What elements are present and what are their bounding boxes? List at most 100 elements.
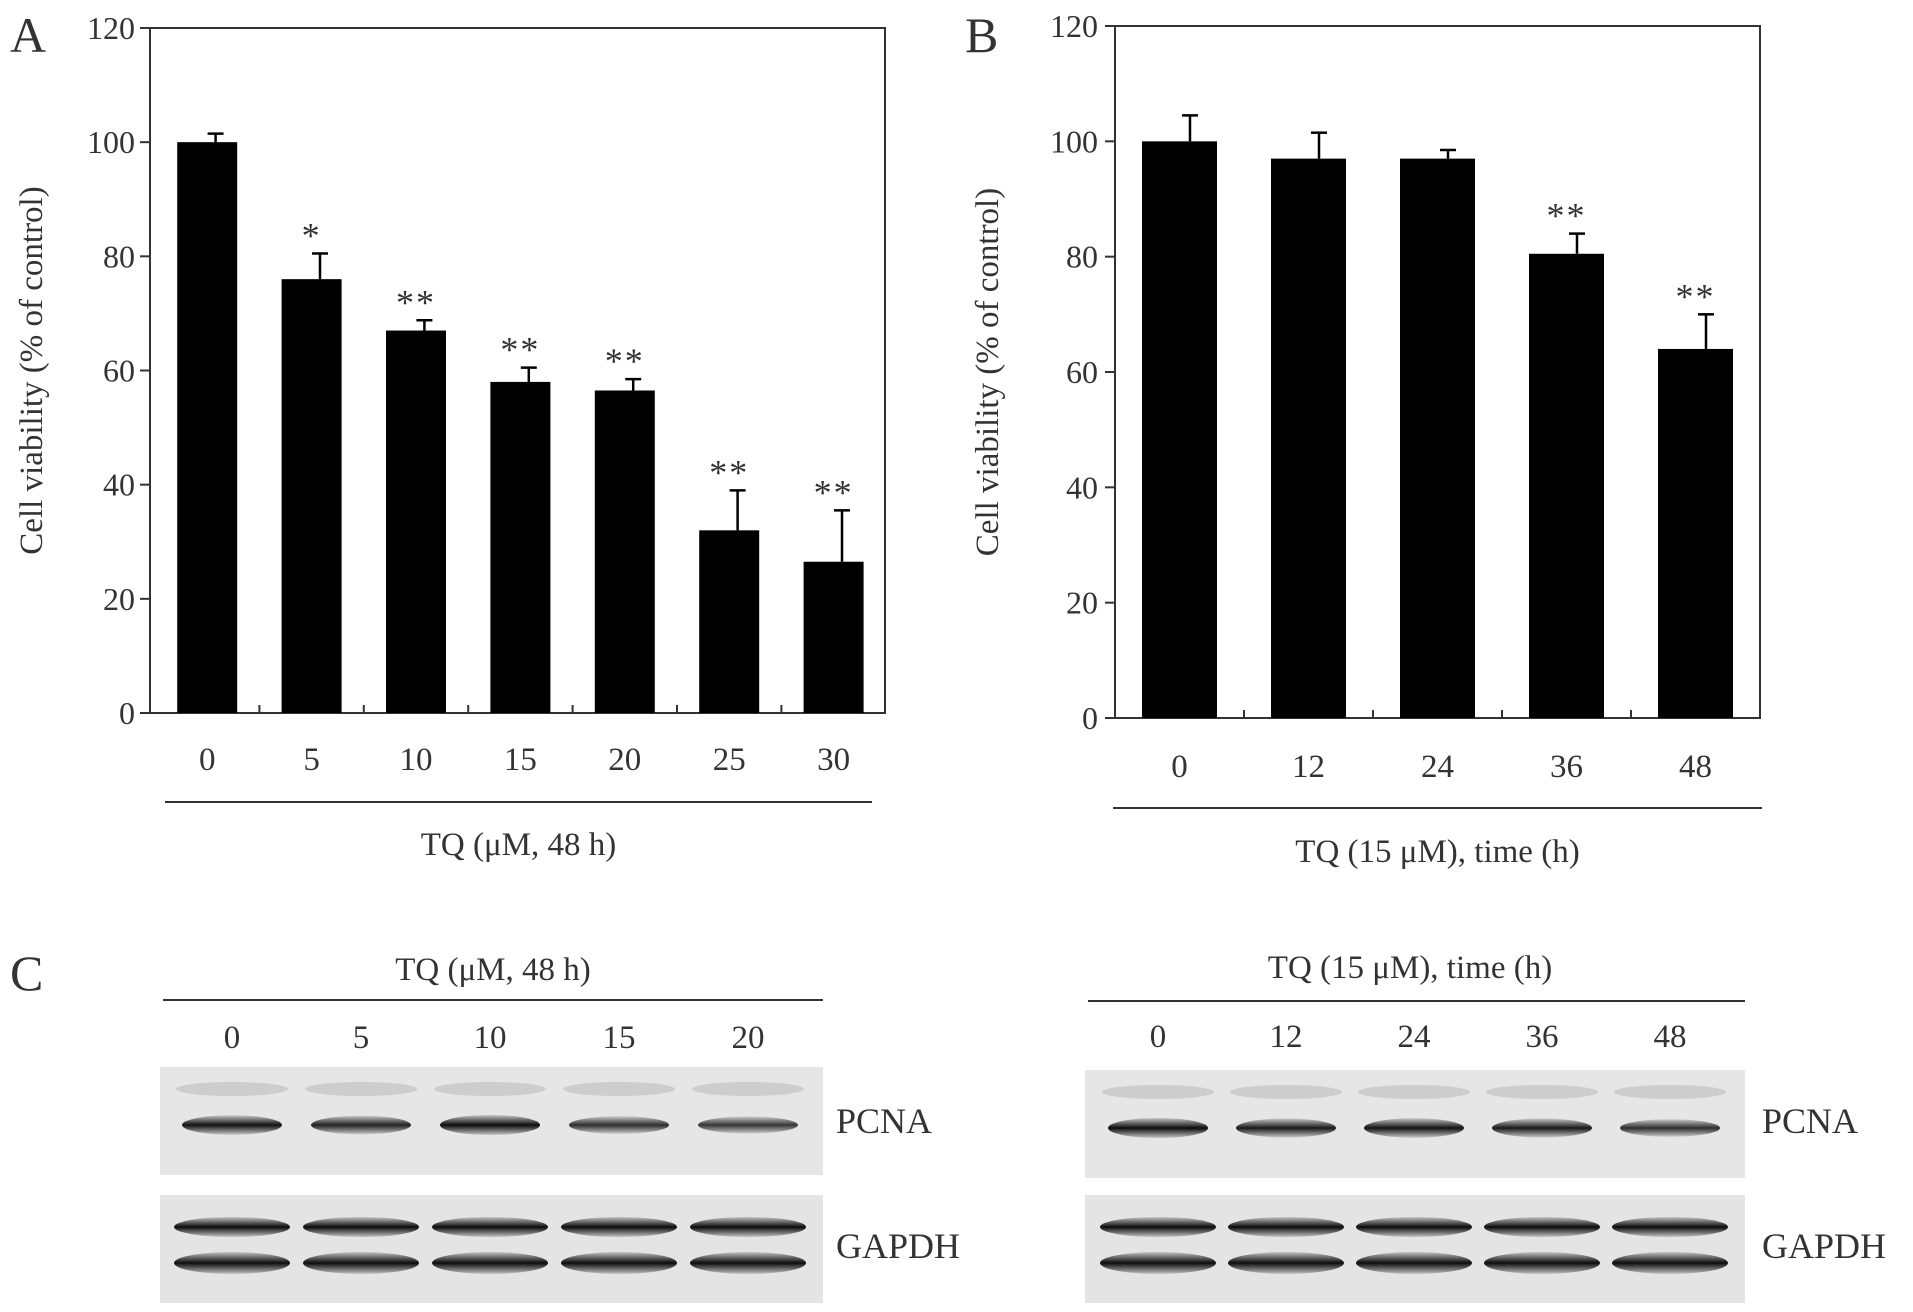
blot-right-pcna-band bbox=[1236, 1118, 1336, 1138]
chart-b-ylabel: Cell viability (% of control) bbox=[970, 188, 1006, 556]
blot-right-gapdh-band-upper bbox=[1228, 1217, 1344, 1237]
chart-a-ytick-label: 100 bbox=[87, 124, 135, 160]
chart-a-significance: ** bbox=[396, 282, 436, 322]
blot-left-gapdh-band-lower bbox=[303, 1252, 419, 1274]
chart-a-xtick-label: 0 bbox=[199, 742, 216, 778]
blot-right-gapdh-band-upper bbox=[1612, 1217, 1728, 1237]
panel-label-a: A bbox=[10, 7, 47, 63]
blot-right-gapdh-band-lower bbox=[1228, 1252, 1344, 1274]
blot-right-pcna-band bbox=[1492, 1118, 1592, 1138]
chart-b-xtick-label: 24 bbox=[1421, 749, 1454, 785]
chart-a-xtick-label: 25 bbox=[713, 742, 746, 778]
blot-left-gapdh-label: GAPDH bbox=[836, 1226, 961, 1266]
chart-a-significance: ** bbox=[814, 472, 854, 512]
chart-a-significance: ** bbox=[605, 341, 645, 381]
chart-a-ytick-label: 80 bbox=[103, 238, 135, 274]
blot-left-lane-label: 5 bbox=[353, 1020, 370, 1056]
blot-right-pcna-faint-band bbox=[1230, 1085, 1342, 1099]
blot-left-lane-label: 10 bbox=[474, 1020, 507, 1056]
blot-left-pcna-faint-band bbox=[305, 1082, 417, 1096]
blot-right-lane-label: 24 bbox=[1398, 1019, 1431, 1055]
chart-a-bar bbox=[490, 381, 551, 713]
blot-right-pcna-band bbox=[1108, 1118, 1208, 1138]
blot-right-gapdh-band-lower bbox=[1100, 1252, 1216, 1274]
chart-b-significance: ** bbox=[1547, 196, 1587, 236]
blot-left-gapdh-band-lower bbox=[174, 1252, 290, 1274]
chart-b-xtick-label: 0 bbox=[1171, 749, 1188, 785]
chart-b-xtick-label: 36 bbox=[1550, 749, 1583, 785]
chart-a-xlabel: TQ (μM, 48 h) bbox=[421, 827, 617, 863]
chart-b-bar bbox=[1658, 348, 1733, 718]
blot-left-title: TQ (μM, 48 h) bbox=[395, 952, 591, 988]
chart-a-bar bbox=[177, 142, 238, 713]
blot-left-gapdh-band-upper bbox=[303, 1217, 419, 1237]
chart-a-xtick-label: 10 bbox=[400, 742, 433, 778]
panel-label-b: B bbox=[965, 7, 999, 63]
blot-left-gapdh-band-upper bbox=[690, 1217, 806, 1237]
chart-b-bar bbox=[1400, 158, 1475, 719]
chart-a-bar bbox=[386, 330, 446, 713]
blot-right-lane-label: 12 bbox=[1270, 1019, 1303, 1055]
blot-left-gapdh-band-lower bbox=[690, 1252, 806, 1274]
blot-left-lane-label: 20 bbox=[732, 1020, 765, 1056]
blot-left-pcna-band bbox=[569, 1116, 669, 1134]
blot-left-pcna-faint-band bbox=[434, 1082, 546, 1096]
chart-a-bar bbox=[803, 561, 864, 713]
blot-left-pcna-band bbox=[440, 1115, 540, 1135]
blot-left-gapdh-band-lower bbox=[561, 1252, 677, 1274]
chart-b-ytick-label: 80 bbox=[1066, 239, 1098, 275]
blot-left-gapdh-band-upper bbox=[561, 1217, 677, 1237]
blot-left-pcna-band bbox=[182, 1115, 282, 1135]
blot-left-lane-label: 0 bbox=[224, 1020, 241, 1056]
blot-right-pcna-faint-band bbox=[1614, 1085, 1726, 1099]
chart-a-ytick-label: 0 bbox=[119, 695, 135, 731]
blot-right-pcna-label: PCNA bbox=[1762, 1101, 1859, 1141]
blot-right-lane-label: 36 bbox=[1526, 1019, 1559, 1055]
chart-b-significance: ** bbox=[1676, 276, 1716, 316]
blot-right-title: TQ (15 μM), time (h) bbox=[1267, 950, 1553, 986]
blot-right-pcna-band bbox=[1364, 1118, 1464, 1138]
chart-a-ylabel: Cell viability (% of control) bbox=[14, 186, 50, 554]
chart-a-xtick-label: 15 bbox=[504, 742, 537, 778]
blot-right-pcna-faint-band bbox=[1358, 1085, 1470, 1099]
blot-left-gapdh-band-upper bbox=[432, 1217, 548, 1237]
chart-b-bar bbox=[1529, 253, 1604, 719]
chart-a-ytick-label: 120 bbox=[87, 10, 135, 46]
blot-left-gapdh-band-upper bbox=[174, 1217, 290, 1237]
panel-label-c: C bbox=[10, 945, 44, 1001]
blot-right-gapdh-band-upper bbox=[1356, 1217, 1472, 1237]
blot-left-gapdh-band-lower bbox=[432, 1252, 548, 1274]
blot-left-pcna-faint-band bbox=[176, 1082, 288, 1096]
blot-right-gapdh-membrane bbox=[1085, 1195, 1745, 1303]
blot-left-pcna-faint-band bbox=[563, 1082, 675, 1096]
chart-a-bar bbox=[699, 530, 760, 713]
chart-a-bar bbox=[281, 279, 342, 713]
blot-right-lane-label: 0 bbox=[1150, 1019, 1167, 1055]
chart-b-ytick-label: 40 bbox=[1066, 469, 1098, 505]
chart-a-ytick-label: 60 bbox=[103, 353, 135, 389]
chart-b-ytick-label: 60 bbox=[1066, 354, 1098, 390]
blot-right-pcna-faint-band bbox=[1486, 1085, 1598, 1099]
chart-b-bar bbox=[1271, 158, 1346, 719]
blot-left-pcna-band bbox=[698, 1116, 798, 1134]
chart-b-ytick-label: 120 bbox=[1050, 8, 1098, 44]
chart-b-ytick-label: 100 bbox=[1050, 123, 1098, 159]
blot-right-pcna-band bbox=[1620, 1119, 1720, 1137]
blot-left-pcna-band bbox=[311, 1115, 411, 1135]
chart-a-xtick-label: 30 bbox=[817, 742, 850, 778]
chart-a-ytick-label: 40 bbox=[103, 467, 135, 503]
blot-left-pcna-faint-band bbox=[692, 1082, 804, 1096]
blot-left-lane-label: 15 bbox=[603, 1020, 636, 1056]
chart-a-xtick-label: 5 bbox=[303, 742, 320, 778]
chart-b-ytick-label: 20 bbox=[1066, 585, 1098, 621]
blot-right-pcna-faint-band bbox=[1102, 1085, 1214, 1099]
chart-a-significance: * bbox=[302, 215, 322, 255]
blot-right-gapdh-band-lower bbox=[1612, 1252, 1728, 1274]
chart-b-bar bbox=[1142, 141, 1217, 719]
chart-a-ytick-label: 20 bbox=[103, 581, 135, 617]
chart-b-xtick-label: 12 bbox=[1292, 749, 1325, 785]
blot-right-gapdh-band-lower bbox=[1484, 1252, 1600, 1274]
chart-b-ytick-label: 0 bbox=[1082, 700, 1098, 736]
blot-right-gapdh-band-upper bbox=[1484, 1217, 1600, 1237]
